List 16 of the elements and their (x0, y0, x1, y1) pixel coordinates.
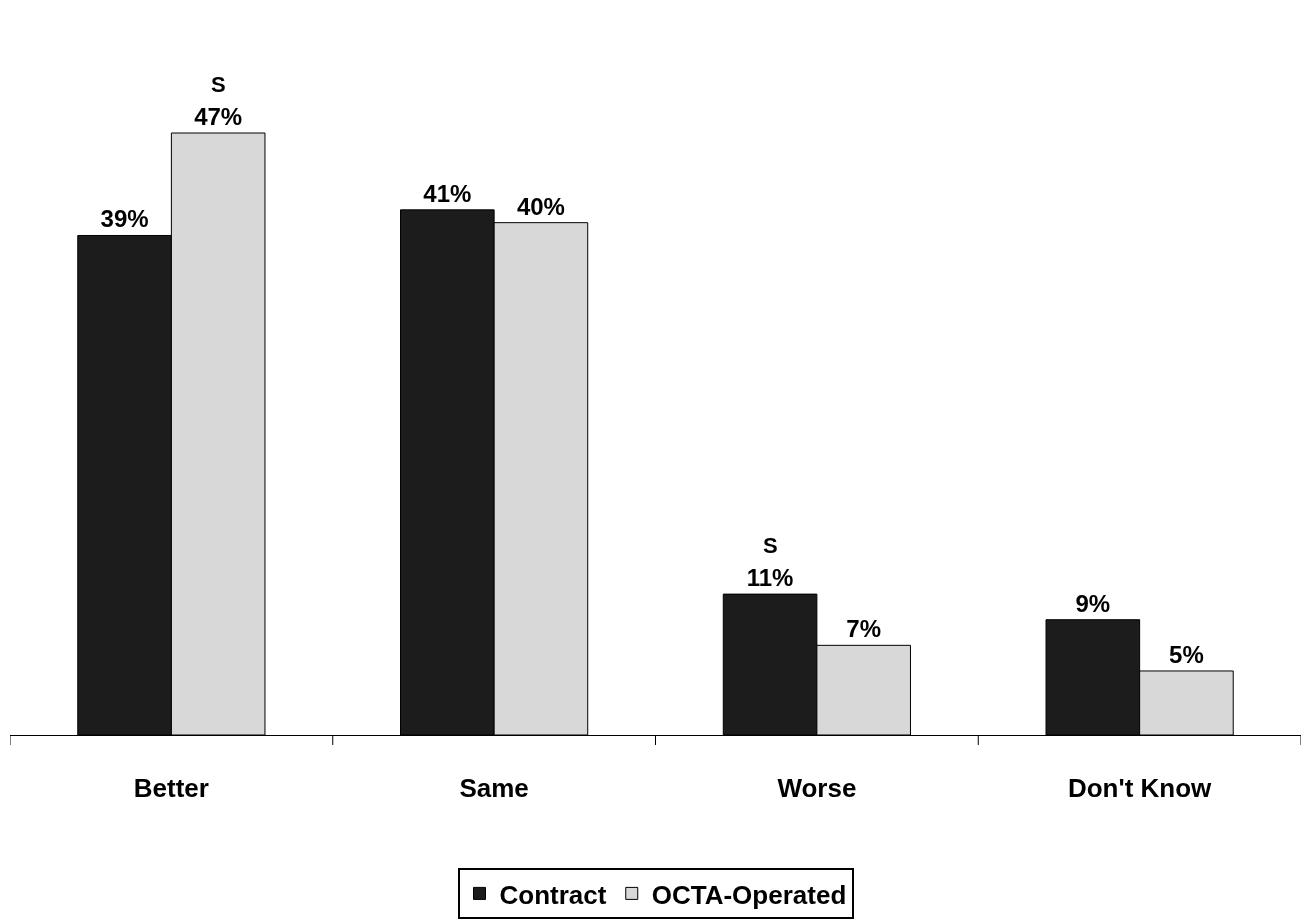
x-tick-label: Worse (777, 773, 857, 804)
data-label: 39% (100, 205, 149, 233)
data-label: 47% (194, 103, 243, 130)
data-label: 40% (516, 192, 565, 220)
annotation: S (211, 72, 226, 97)
x-tick-label: Better (133, 773, 209, 804)
legend-label: Contract (499, 879, 607, 910)
x-tick-label: Same (459, 773, 529, 804)
x-tick-label: Don't Know (1067, 773, 1213, 804)
data-label: 41% (423, 179, 472, 207)
data-label: 5% (1169, 640, 1204, 668)
annotation: S (763, 533, 778, 558)
legend-label: OCTA-Operated (651, 879, 847, 910)
data-label: 9% (1075, 589, 1111, 617)
data-label: 7% (846, 615, 882, 643)
data-label: 11% (746, 564, 794, 592)
